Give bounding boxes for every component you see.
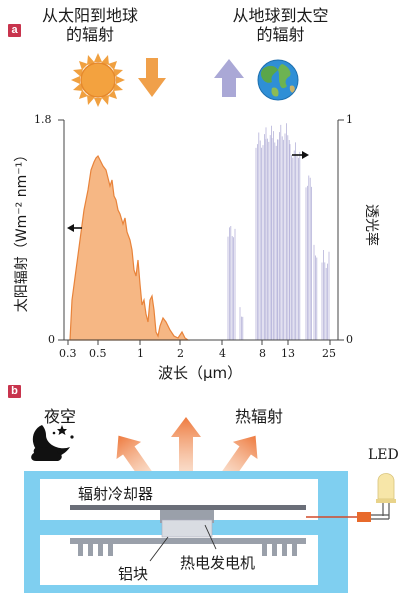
- panel-b-tag: b: [8, 385, 21, 398]
- earth-icon: [257, 59, 299, 101]
- heat-arrow-left-icon: [116, 435, 152, 480]
- teg-label: 热电发电机: [180, 554, 256, 572]
- panel-a-icons: [71, 53, 299, 107]
- x-tick-label: 2: [177, 347, 184, 360]
- stars-icon: [52, 417, 74, 439]
- x-tick-label: 0.3: [59, 347, 77, 360]
- arrow-left-indicator-icon: [67, 224, 82, 232]
- leader-aluminum: [149, 536, 169, 562]
- led-icon: [376, 473, 396, 519]
- header-sun-to-earth-line1: 从太阳到地球: [41, 6, 138, 25]
- header-earth-to-space-line2: 的辐射: [256, 25, 305, 44]
- radiative-cooler-label: 辐射冷却器: [78, 485, 154, 503]
- x-tick-label: 13: [281, 347, 295, 360]
- led-label: LED: [368, 447, 399, 463]
- teg-module: [161, 519, 213, 538]
- y-right-tick-label-bottom: 0: [346, 333, 353, 346]
- heat-arrow-right-icon: [222, 435, 258, 480]
- header-earth-to-space-line1: 从地球到太空: [232, 6, 329, 25]
- y-left-axis-label: 太阳辐射（Wm⁻² nm⁻¹）: [14, 147, 30, 313]
- panel-a-tag: a: [8, 24, 21, 37]
- y-right-tick-label-top: 1: [346, 113, 353, 126]
- x-tick-label: 25: [322, 347, 336, 360]
- aluminum-heatsink: [70, 538, 306, 556]
- y-left-tick-label-bottom: 0: [48, 333, 55, 346]
- header-earth-to-space: 从地球到太空 的辐射: [218, 6, 343, 44]
- solar-spectrum: [69, 154, 190, 341]
- x-axis-label: 波长（μm）: [158, 364, 243, 382]
- header-sun-to-earth-line2: 的辐射: [65, 25, 114, 44]
- sun-icon: [71, 53, 125, 107]
- heat-arrow-center-icon: [171, 417, 201, 471]
- x-ticks: [67, 340, 331, 345]
- x-tick-label: 4: [219, 347, 226, 360]
- y-left-tick-label-top: 1.8: [34, 113, 52, 126]
- x-tick-label: 0.5: [89, 347, 107, 360]
- chart-fills: [69, 123, 330, 341]
- arrow-down-icon: [138, 58, 166, 97]
- arrow-up-icon: [214, 59, 244, 97]
- leader-teg: [204, 524, 217, 550]
- y-right-axis-label: 透光率: [363, 204, 379, 246]
- moon-icon: [31, 425, 70, 461]
- radiative-cooler-plate: [70, 505, 306, 510]
- aluminum-block-label: 铝块: [118, 565, 149, 583]
- device-diagram: [24, 417, 396, 593]
- connector: [357, 512, 371, 522]
- night-sky-label: 夜空: [44, 407, 77, 426]
- arrow-right-indicator-icon: [292, 151, 309, 159]
- thermal-radiation-label: 热辐射: [235, 407, 284, 426]
- x-tick-label: 8: [259, 347, 266, 360]
- spectrum-chart: [58, 119, 344, 345]
- x-tick-label: 1: [137, 347, 144, 360]
- header-sun-to-earth: 从太阳到地球 的辐射: [30, 6, 150, 44]
